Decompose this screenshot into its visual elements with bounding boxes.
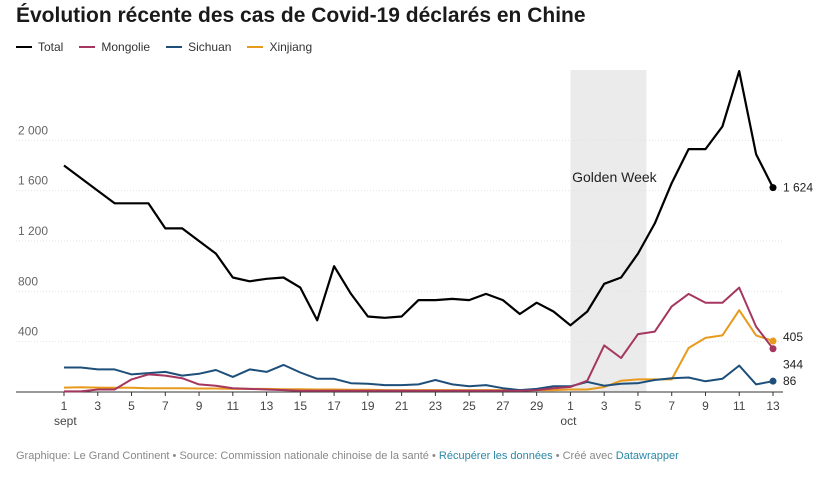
x-tick-label-24: 25 <box>462 399 476 413</box>
legend-label-xinjiang: Xinjiang <box>269 40 313 54</box>
footer-made-with: • Créé avec <box>552 450 616 462</box>
x-tick-label-10: 11 <box>227 399 240 413</box>
x-tick-label-34: 5 <box>635 399 642 413</box>
series-line-sichuan <box>64 363 774 392</box>
x-tick-label-42: 13 <box>766 399 780 413</box>
legend-swatch-sichuan <box>166 46 183 48</box>
x-tick-label-8: 9 <box>196 399 203 413</box>
end-label-total: 1 624 <box>783 181 813 195</box>
golden-week-band <box>570 70 647 392</box>
x-tick-label-16: 17 <box>327 399 341 413</box>
legend-label-mongolie: Mongolie <box>101 40 151 54</box>
x-tick-label-4: 5 <box>128 399 135 413</box>
x-tick-label-28: 29 <box>530 399 544 413</box>
legend-item-xinjiang: Xinjiang <box>247 40 312 54</box>
x-tick-label-14: 15 <box>294 399 308 413</box>
legend-label-sichuan: Sichuan <box>188 40 232 54</box>
footer-credits: Graphique: Le Grand Continent • Source: … <box>16 450 439 462</box>
legend-swatch-xinjiang <box>247 46 264 48</box>
series-line-mongolie <box>64 286 774 393</box>
legend-item-sichuan: Sichuan <box>166 40 231 54</box>
golden-week-label: Golden Week <box>572 169 658 185</box>
legend-swatch-mongolie <box>79 46 96 48</box>
end-label-xinjiang: 405 <box>783 330 803 344</box>
x-tick-label-18: 19 <box>361 399 375 413</box>
x-tick-label-0: 1 <box>61 399 68 413</box>
y-tick-label-400: 400 <box>18 325 38 339</box>
end-label-sichuan: 86 <box>783 374 797 388</box>
x-tick-label-32: 3 <box>601 399 608 413</box>
x-tick-label-12: 13 <box>260 399 274 413</box>
legend-item-mongolie: Mongolie <box>79 40 150 54</box>
y-tick-label-1200: 1 200 <box>18 224 48 238</box>
x-tick-label-38: 9 <box>702 399 709 413</box>
datawrapper-link[interactable]: Datawrapper <box>615 450 679 462</box>
y-tick-label-800: 800 <box>18 274 38 288</box>
endpoint-sichuan <box>769 377 777 385</box>
endpoint-xinjiang <box>769 337 777 345</box>
endpoint-total <box>769 184 777 192</box>
chart-title: Évolution récente des cas de Covid-19 dé… <box>16 4 586 27</box>
endpoint-mongolie <box>769 345 777 353</box>
series-line-total <box>63 69 774 327</box>
x-tick-label-22: 23 <box>429 399 443 413</box>
legend-swatch-total <box>16 46 32 48</box>
x-tick-label-20: 21 <box>395 399 409 413</box>
x-tick-label-30: 1 <box>567 399 574 413</box>
x-tick-month-sept: sept <box>54 414 77 428</box>
x-tick-label-36: 7 <box>668 399 675 413</box>
x-tick-label-2: 3 <box>94 399 101 413</box>
chart-legend: Total Mongolie Sichuan Xinjiang <box>16 40 312 54</box>
y-tick-label-1600: 1 600 <box>18 174 48 188</box>
x-tick-label-6: 7 <box>162 399 169 413</box>
end-label-mongolie: 344 <box>783 358 803 372</box>
chart-footer: Graphique: Le Grand Continent • Source: … <box>16 450 679 462</box>
x-tick-label-26: 27 <box>496 399 510 413</box>
x-tick-month-oct: oct <box>560 414 577 428</box>
legend-label-total: Total <box>38 40 64 54</box>
x-tick-label-40: 11 <box>733 399 746 413</box>
y-tick-label-2000: 2 000 <box>18 123 48 137</box>
legend-item-total: Total <box>16 40 63 54</box>
download-data-link[interactable]: Récupérer les données <box>438 450 553 462</box>
